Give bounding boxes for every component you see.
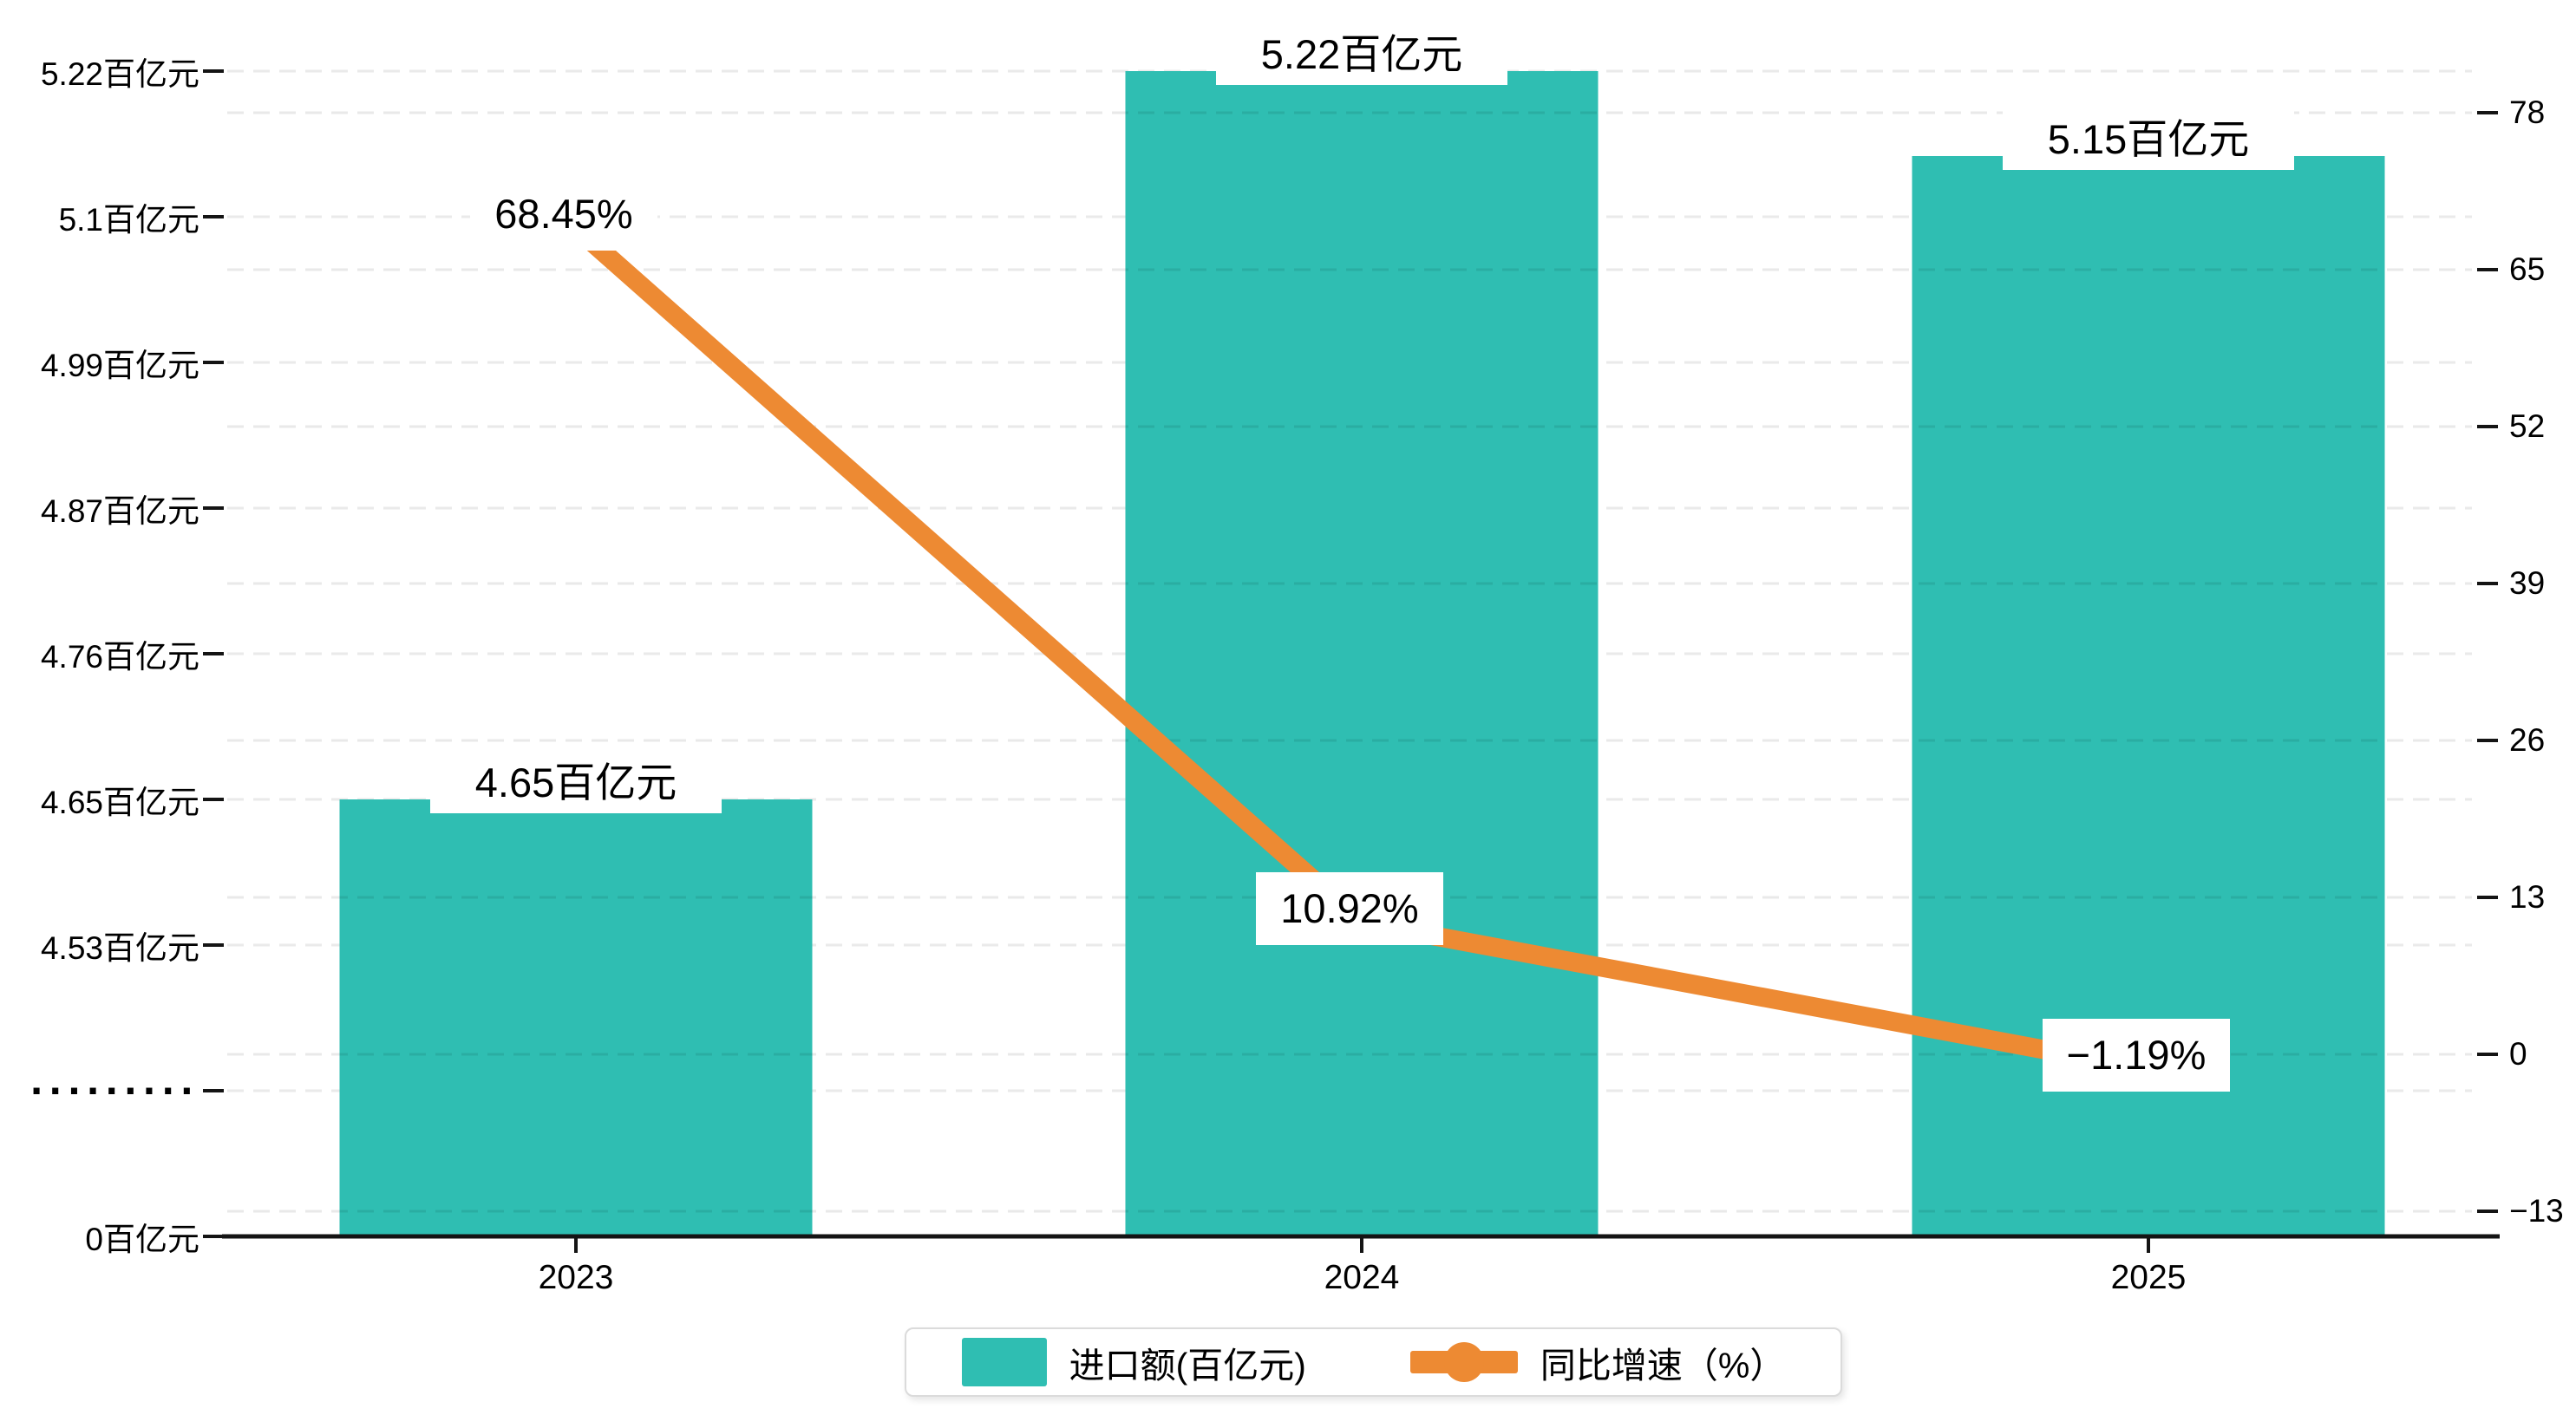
line-series-marker-icon xyxy=(1409,1342,1518,1382)
legend-item-import-value[interactable]: 进口额(百亿元) xyxy=(961,1336,1306,1388)
legend-label-growth-rate: 同比增速（%） xyxy=(1540,1346,1786,1386)
bar-2023[interactable] xyxy=(339,799,813,1236)
legend-label-import-value: 进口额(百亿元) xyxy=(1069,1346,1306,1386)
bar-series-swatch-icon xyxy=(961,1338,1047,1386)
bar-2024[interactable] xyxy=(1125,71,1599,1236)
legend: 进口额(百亿元) 同比增速（%） xyxy=(905,1327,1842,1397)
line-series-dot-icon xyxy=(1443,1342,1484,1382)
bar-2025[interactable] xyxy=(1912,156,2385,1236)
legend-item-growth-rate[interactable]: 同比增速（%） xyxy=(1409,1336,1786,1388)
